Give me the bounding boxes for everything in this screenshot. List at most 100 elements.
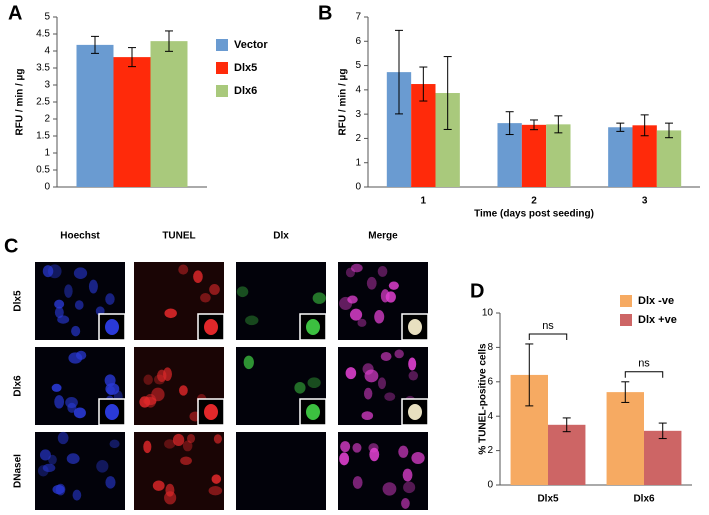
cell <box>388 281 399 290</box>
y-tick-label: 3.5 <box>36 63 50 74</box>
micrograph <box>134 347 225 426</box>
column-label: Merge <box>368 231 398 242</box>
x-tick-label: 1 <box>421 196 427 207</box>
error-bar <box>562 417 571 433</box>
column-label: Hoechst <box>60 231 100 242</box>
y-tick-label: 6 <box>487 376 493 387</box>
micrograph <box>338 347 429 426</box>
y-tick-label: 2.5 <box>36 97 50 108</box>
cell <box>164 439 176 449</box>
cell <box>209 283 220 295</box>
legend-swatch <box>620 314 632 326</box>
cell <box>37 465 49 477</box>
bar <box>521 124 547 187</box>
error-bar <box>640 114 649 137</box>
x-tick-label: Dlx6 <box>633 494 655 505</box>
bar <box>644 430 682 485</box>
cell <box>64 284 73 298</box>
cell <box>366 276 377 290</box>
column-label: Dlx <box>273 231 289 242</box>
inset <box>299 313 327 341</box>
inset-cell <box>306 404 320 420</box>
y-tick-label: 0 <box>487 480 493 491</box>
y-tick-label: 8 <box>487 342 493 353</box>
cell <box>163 367 172 381</box>
cell <box>172 433 185 447</box>
cell <box>347 295 358 304</box>
cell <box>54 306 64 319</box>
y-tick-label: 0 <box>355 182 361 193</box>
cell <box>236 286 249 298</box>
cell <box>186 433 196 444</box>
cell <box>245 315 259 326</box>
cell <box>144 393 157 408</box>
cell <box>180 456 192 466</box>
bar <box>546 124 571 187</box>
cell <box>364 369 379 383</box>
bar <box>113 57 151 188</box>
error-bar <box>621 381 630 403</box>
error-bar <box>505 111 514 136</box>
cell <box>363 387 373 400</box>
cell <box>380 352 392 361</box>
cell <box>67 402 77 413</box>
cell <box>384 392 396 401</box>
annotation: ns <box>638 358 650 370</box>
error-bar <box>165 30 173 52</box>
cell <box>54 395 65 409</box>
error-bar <box>128 47 136 68</box>
bar <box>606 392 644 485</box>
cell <box>75 350 87 360</box>
y-tick-label: 5 <box>355 60 361 71</box>
cell <box>403 481 416 494</box>
x-axis-label: Time (days post seeding) <box>474 209 594 220</box>
cell <box>411 452 425 465</box>
error-bar <box>530 119 538 131</box>
cell <box>42 265 54 278</box>
column-label: TUNEL <box>162 231 195 242</box>
panel-letter: D <box>470 280 484 302</box>
cell <box>408 357 417 371</box>
cell <box>213 434 222 444</box>
error-bar <box>525 343 534 407</box>
bar <box>548 424 586 485</box>
cell <box>51 383 62 392</box>
cell <box>377 265 388 277</box>
bar <box>656 130 682 187</box>
cell <box>380 289 390 303</box>
cell <box>73 267 88 279</box>
micrograph <box>35 262 126 341</box>
cell <box>193 270 203 284</box>
y-tick-label: 6 <box>355 36 361 47</box>
cell <box>352 442 362 453</box>
y-tick-label: 10 <box>482 308 494 319</box>
x-tick-label: Dlx5 <box>537 494 559 505</box>
micrograph <box>134 262 225 341</box>
bracket <box>624 371 664 378</box>
micrograph <box>236 432 326 510</box>
legend-label: Vector <box>234 39 268 51</box>
row-label: DNaseI <box>13 454 24 488</box>
cell <box>361 411 374 421</box>
panel-letter: A <box>8 2 22 24</box>
y-axis-label: RFU / min / µg <box>338 69 349 136</box>
cell <box>105 476 116 489</box>
legend-swatch <box>216 39 228 51</box>
cell <box>307 377 321 389</box>
cell <box>42 463 56 473</box>
cell <box>73 407 86 419</box>
bar <box>608 127 633 187</box>
cell <box>243 355 254 370</box>
cell <box>96 460 109 473</box>
cell <box>182 440 193 452</box>
legend-swatch <box>216 85 228 97</box>
cell <box>401 498 410 509</box>
bracket <box>528 333 568 340</box>
micrograph <box>236 347 327 426</box>
inset-cell <box>105 404 119 420</box>
cell <box>294 381 306 394</box>
y-tick-label: 4 <box>355 84 361 95</box>
legend-label: Dlx6 <box>234 85 257 97</box>
